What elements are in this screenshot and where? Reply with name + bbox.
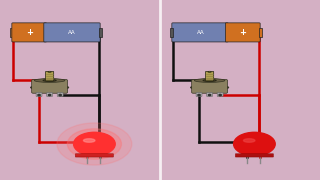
Text: AA: AA (68, 30, 76, 35)
FancyBboxPatch shape (44, 23, 100, 42)
Bar (259, 28, 262, 37)
Ellipse shape (43, 80, 56, 81)
Circle shape (219, 94, 221, 96)
Text: +: + (26, 28, 33, 37)
FancyBboxPatch shape (32, 80, 68, 93)
Circle shape (208, 94, 211, 96)
FancyBboxPatch shape (217, 93, 223, 96)
Circle shape (38, 94, 40, 96)
FancyBboxPatch shape (172, 23, 228, 42)
Ellipse shape (208, 71, 211, 72)
Ellipse shape (190, 85, 229, 90)
Circle shape (57, 123, 132, 165)
FancyBboxPatch shape (36, 93, 42, 96)
FancyBboxPatch shape (57, 93, 63, 96)
Text: +: + (239, 28, 246, 37)
Ellipse shape (48, 71, 51, 72)
FancyBboxPatch shape (207, 93, 212, 96)
Ellipse shape (194, 78, 225, 82)
Circle shape (48, 94, 51, 96)
Ellipse shape (30, 85, 69, 90)
Circle shape (67, 129, 122, 159)
Ellipse shape (84, 139, 95, 142)
FancyBboxPatch shape (205, 71, 214, 81)
FancyBboxPatch shape (45, 71, 54, 81)
FancyBboxPatch shape (76, 154, 114, 157)
FancyBboxPatch shape (196, 93, 202, 96)
Circle shape (74, 132, 115, 156)
FancyBboxPatch shape (192, 80, 228, 93)
FancyBboxPatch shape (225, 23, 260, 42)
Text: AA: AA (196, 30, 204, 35)
Circle shape (234, 132, 275, 156)
Ellipse shape (34, 78, 65, 82)
Bar (170, 28, 173, 37)
Ellipse shape (244, 139, 255, 142)
FancyBboxPatch shape (47, 93, 52, 96)
Bar (10, 28, 13, 37)
Circle shape (198, 94, 200, 96)
Circle shape (59, 94, 61, 96)
Ellipse shape (203, 80, 216, 81)
Bar (99, 28, 102, 37)
FancyBboxPatch shape (12, 23, 47, 42)
FancyBboxPatch shape (236, 154, 273, 157)
